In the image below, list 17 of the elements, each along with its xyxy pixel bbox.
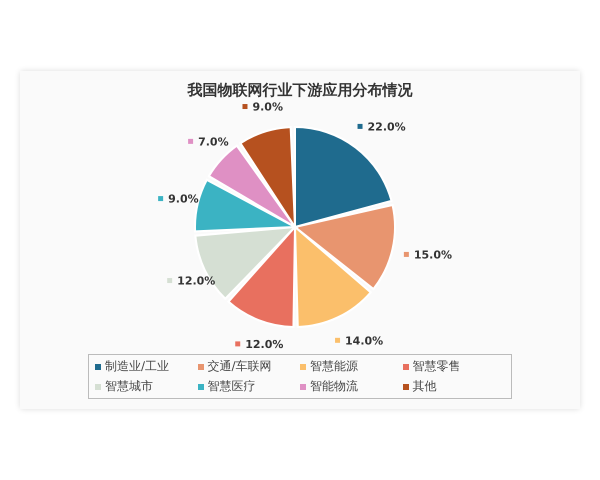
legend-label: 智能物流 [310,378,358,395]
data-label: 9.0% [252,100,283,114]
data-label: 15.0% [414,248,452,262]
legend-label: 智慧医疗 [208,378,256,395]
data-label: 9.0% [168,192,199,206]
data-label: 7.0% [198,135,229,148]
legend-label: 交通/车联网 [208,358,272,375]
chart-title: 我国物联网行业下游应用分布情况 [186,81,414,100]
data-label: 14.0% [345,334,384,348]
data-label: 12.0% [177,274,216,288]
legend-label: 智慧城市 [105,378,153,395]
data-label: 12.0% [245,338,284,351]
data-label: 22.0% [368,120,406,134]
legend-label: 制造业/工业 [105,358,170,375]
legend-label: 智慧零售 [412,358,460,375]
legend-label: 智慧能源 [310,358,358,375]
legend-label: 其他 [412,378,436,395]
